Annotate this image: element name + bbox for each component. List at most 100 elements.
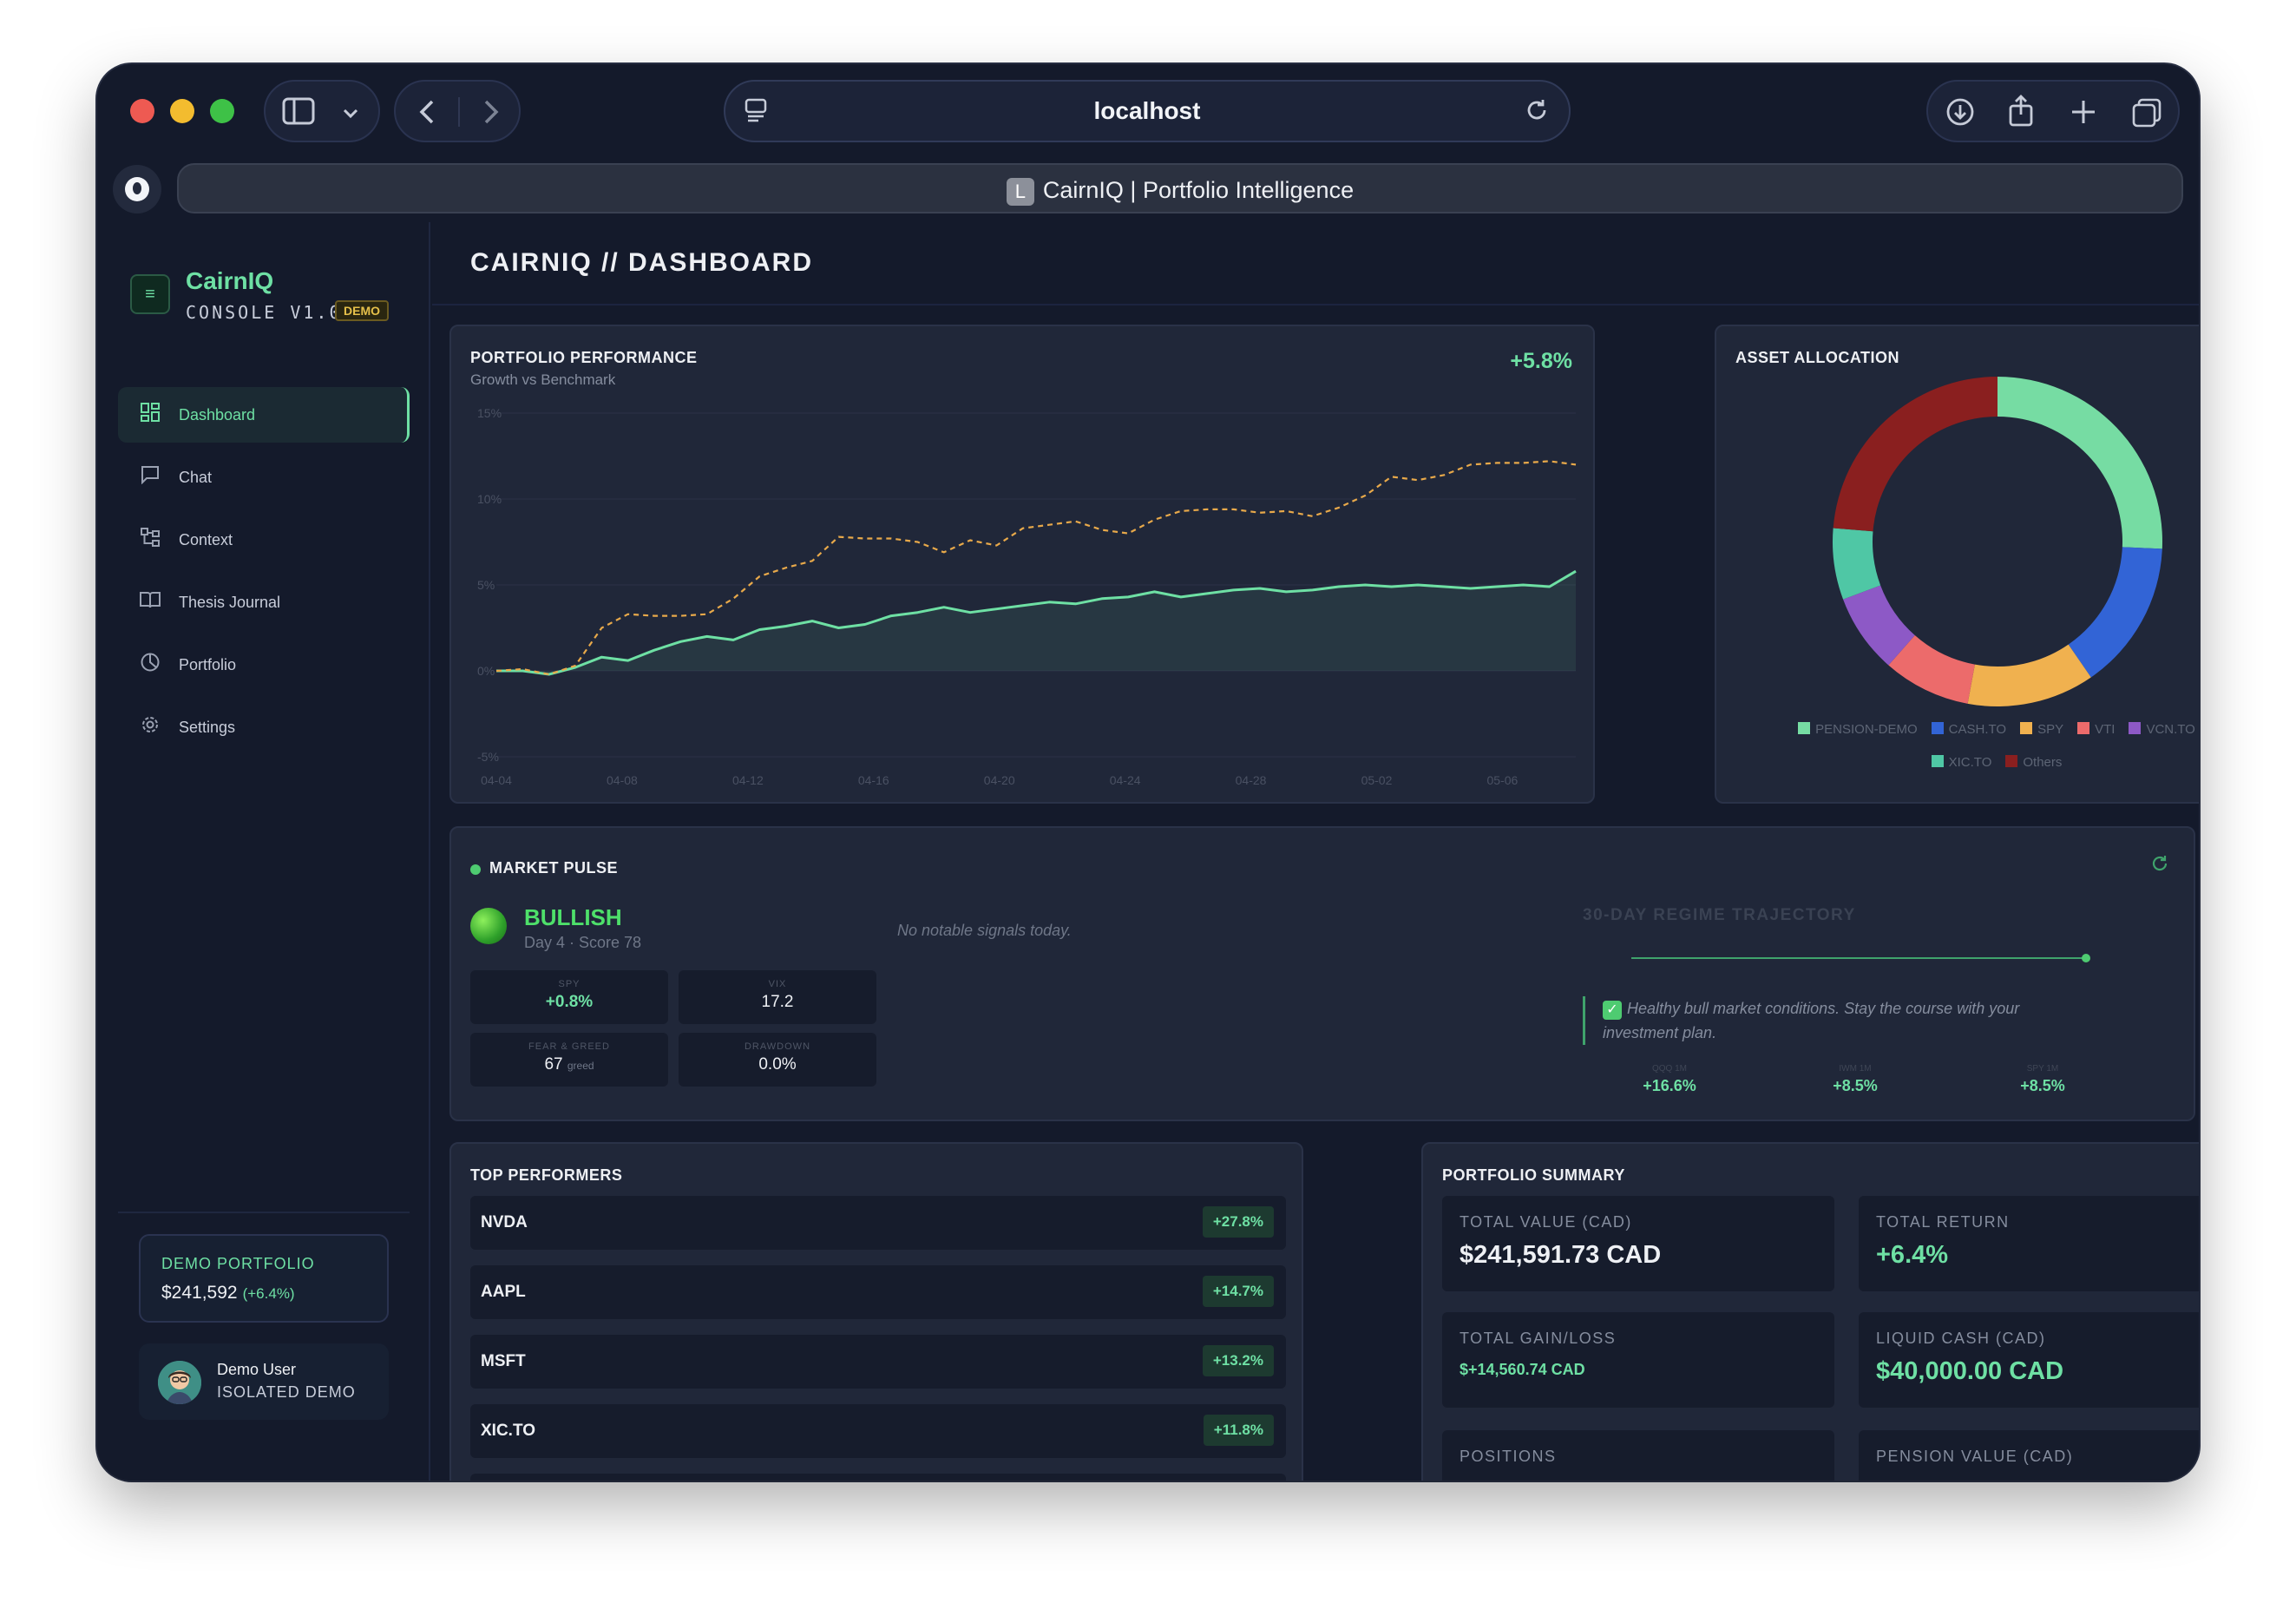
table-row[interactable]: XIC.TO +11.8% [470,1404,1286,1458]
refresh-icon[interactable] [2150,854,2169,878]
donut-slice-pension-demo [1998,377,2162,549]
sidebar-item-thesis-journal[interactable]: Thesis Journal [118,575,410,630]
allocation-donut-chart [1833,377,2162,706]
network-icon [139,528,161,552]
table-row[interactable]: NVDA +27.8% [470,1196,1286,1250]
donut-slice-cash-to [2068,547,2162,678]
address-bar[interactable]: localhost [724,80,1571,142]
metric-value: 17.2 [761,993,794,1011]
market-pulse-card: MARKET PULSE BULLISH Day 4 · Score 78 SP… [449,826,2195,1121]
index-spy: SPY 1M +8.5% [1973,1064,2112,1095]
liquid-cash-box: LIQUID CASH (CAD) $40,000.00 CAD [1859,1312,2199,1408]
download-icon[interactable] [1944,97,1977,132]
new-tab-icon[interactable] [2067,97,2100,132]
card-title: PORTFOLIO SUMMARY [1442,1166,1625,1184]
sidebar-item-portfolio[interactable]: Portfolio [118,637,410,693]
legend-swatch [1931,755,1944,767]
summary-label: LIQUID CASH (CAD) [1876,1330,2046,1347]
demo-portfolio-card[interactable]: DEMO PORTFOLIO $241,592 (+6.4%) [139,1234,389,1323]
tab-overview-icon[interactable] [2129,97,2164,134]
performance-pct: +5.8% [1510,349,1572,373]
ticker: XIC.TO [481,1422,535,1440]
sidebar-icon[interactable] [281,96,316,131]
sidebar: ≡ CairnIQ CONSOLE V1.0 DEMO Dashboard Ch… [97,222,430,1481]
table-row-partial[interactable] [470,1474,1286,1481]
y-tick-label: 0% [477,664,495,678]
y-tick-label: 5% [477,578,495,592]
card-title: TOP PERFORMERS [470,1166,623,1184]
legend-swatch [2129,722,2142,734]
header-divider [432,304,2199,305]
sidebar-item-dashboard[interactable]: Dashboard [118,387,410,443]
tab-bar: L CairnIQ | Portfolio Intelligence [97,154,2199,222]
sidebar-divider [118,1212,410,1213]
sidebar-item-label: Chat [179,468,213,486]
sidebar-item-label: Dashboard [179,405,256,424]
active-tab[interactable]: L CairnIQ | Portfolio Intelligence [177,163,2183,213]
table-row[interactable]: MSFT +13.2% [470,1335,1286,1389]
x-tick-label: 04-16 [858,773,889,787]
regime-trajectory-chart [1631,954,2090,962]
market-note: ✓ Healthy bull market conditions. Stay th… [1583,996,2086,1045]
regime-title: 30-DAY REGIME TRAJECTORY [1583,906,1856,924]
x-tick-label: 04-04 [481,773,512,787]
market-note-text: Healthy bull market conditions. Stay the… [1603,1000,2020,1041]
sidebar-item-label: Thesis Journal [179,593,281,611]
legend-item: XIC.TO [1931,755,1992,770]
demo-portfolio-label: DEMO PORTFOLIO [161,1255,315,1272]
bullish-indicator-icon [470,908,507,944]
no-signals-text: No notable signals today. [897,922,1072,939]
chevron-down-icon[interactable] [335,99,366,128]
table-row[interactable]: AAPL +14.7% [470,1265,1286,1319]
sidebar-item-context[interactable]: Context [118,512,410,568]
change-badge: +11.8% [1203,1415,1274,1446]
card-title: PORTFOLIO PERFORMANCE [470,349,698,366]
sidebar-item-label: Settings [179,718,236,736]
profile-button[interactable] [113,165,161,213]
user-card[interactable]: Demo User ISOLATED DEMO [139,1343,389,1420]
metric-value: 67 [544,1055,563,1074]
change-badge: +13.2% [1202,1345,1274,1376]
legend-swatch [2020,722,2033,734]
summary-value: +6.4% [1876,1241,1949,1269]
forward-arrow-icon[interactable] [476,98,505,131]
metric-label: VIX [768,979,787,989]
card-subtitle: Growth vs Benchmark [470,371,616,388]
summary-value: $+14,560.74 CAD [1460,1361,1585,1378]
legend-label: XIC.TO [1948,755,1992,770]
page-menu-icon[interactable] [741,97,771,128]
back-arrow-icon[interactable] [413,98,443,131]
demo-portfolio-value-line: $241,592 (+6.4%) [161,1283,295,1304]
app-root: ≡ CairnIQ CONSOLE V1.0 DEMO Dashboard Ch… [97,222,2199,1481]
allocation-legend-row2: XIC.TO Others [1716,755,2199,770]
regime-endpoint [2082,954,2090,962]
change-badge: +14.7% [1202,1276,1274,1307]
portfolio-performance-card: PORTFOLIO PERFORMANCE Growth vs Benchmar… [449,325,1595,804]
navigation-group [394,80,521,142]
legend-item: VCN.TO [2129,722,2195,737]
grid-icon [139,403,161,427]
portfolio-summary-card: PORTFOLIO SUMMARY TOTAL VALUE (CAD) $241… [1421,1142,2199,1481]
metric-label: DRAWDOWN [744,1041,811,1052]
y-tick-label: 15% [477,406,502,420]
sidebar-item-label: Portfolio [179,655,237,673]
performance-chart: 15% 10% 5% 0% -5% 04-04 04-08 04-12 04-16 04-20 04… [477,406,1577,787]
legend-label: PENSION-DEMO [1815,722,1918,737]
metric-spy: SPY +0.8% [470,970,668,1024]
sidebar-item-chat[interactable]: Chat [118,450,410,505]
metric-unit: greed [567,1060,594,1072]
allocation-legend: PENSION-DEMO CASH.TO SPY VTI VCN.TO [1716,722,2199,737]
x-tick-label: 04-08 [607,773,638,787]
reload-icon[interactable] [1522,97,1551,128]
legend-swatch [2077,722,2090,734]
brand-name: CairnIQ [186,267,274,294]
maximize-window-button[interactable] [210,99,234,123]
close-window-button[interactable] [130,99,154,123]
ticker: NVDA [481,1213,528,1231]
minimize-window-button[interactable] [170,99,194,123]
legend-item: CASH.TO [1931,722,2006,737]
legend-label: Others [2023,755,2063,770]
share-icon[interactable] [2004,94,2037,134]
x-tick-label: 04-28 [1236,773,1267,787]
sidebar-item-settings[interactable]: Settings [118,699,410,755]
